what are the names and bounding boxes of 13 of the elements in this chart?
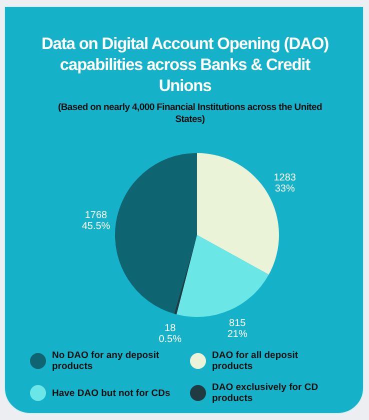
pie-slice [115, 153, 197, 314]
legend-label: No DAO for any deposit products [52, 350, 160, 372]
data-label: 18 0.5% [158, 322, 182, 344]
legend-label: Have DAO but not for CDs [52, 388, 172, 398]
data-label: 1768 45.5% [82, 210, 110, 232]
legend-label: DAO exclusively for CD products [212, 382, 320, 404]
pie-slice [174, 235, 197, 314]
data-label: 1283 33% [274, 172, 296, 194]
legend-label: DAO for all deposit products [212, 350, 300, 372]
pie-slice [176, 235, 269, 317]
chart-subtitle: (Based on nearly 4,000 Financial Institutions across the United States) [56, 102, 324, 126]
chart-title: Data on Digital Account Opening (DAO) capabilities across Banks & Credit Unions [40, 34, 330, 97]
data-label: 815 21% [227, 318, 248, 340]
